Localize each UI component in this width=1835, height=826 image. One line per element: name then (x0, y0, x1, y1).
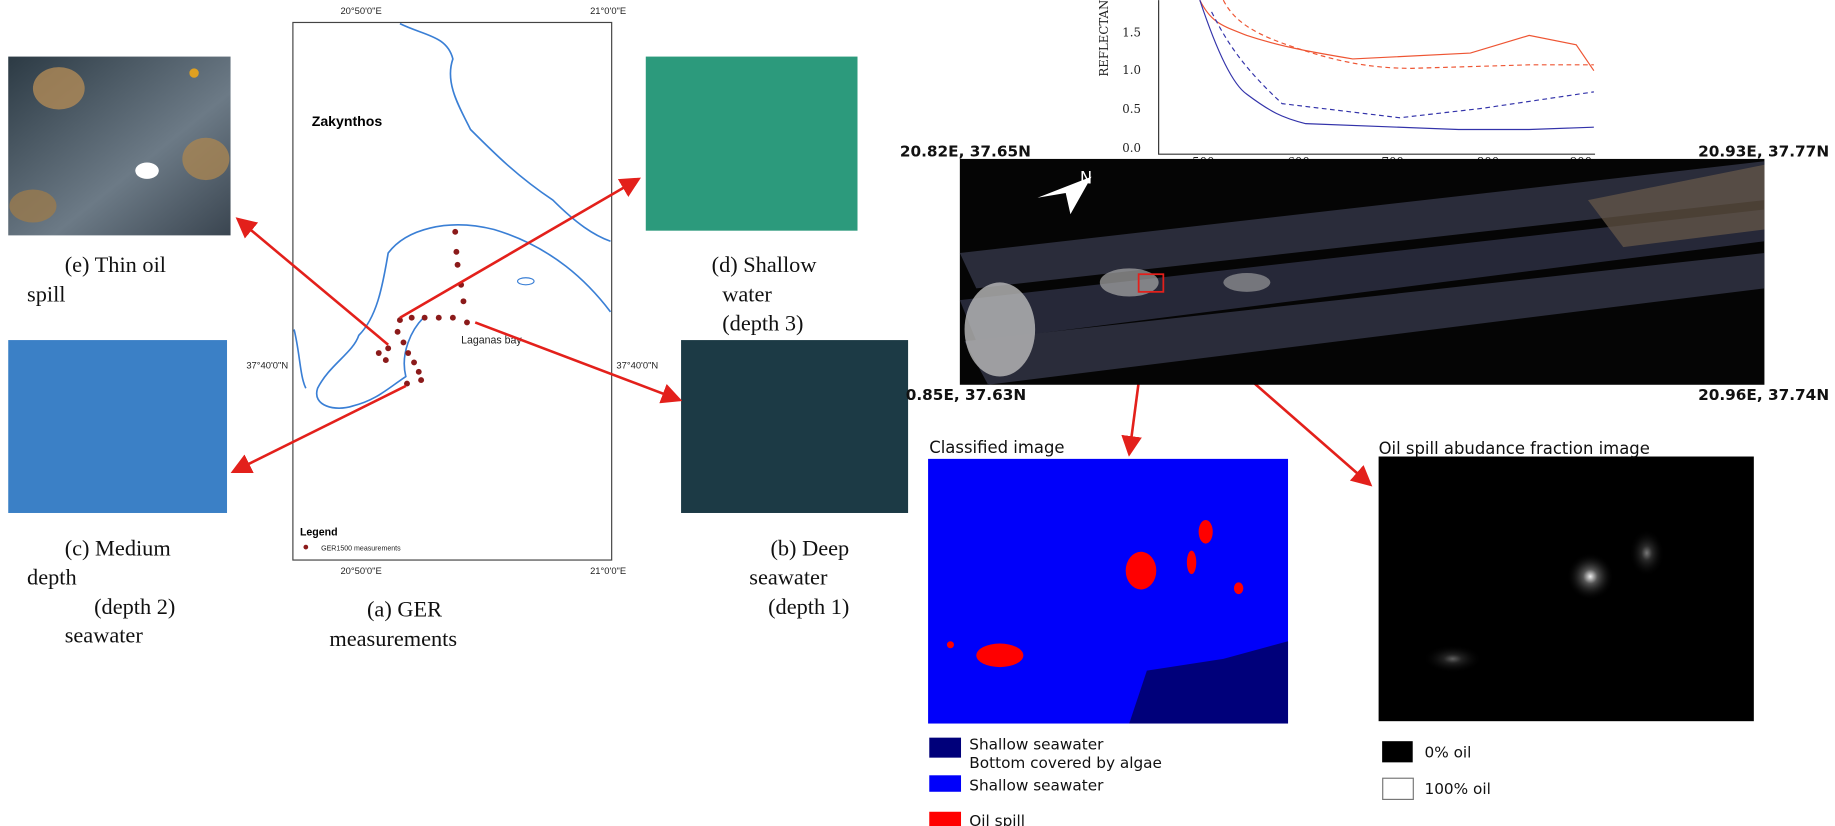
fraction: Oil spill abudance fraction image 0% oil… (1379, 439, 1754, 799)
caption-line: (c) Medium (65, 535, 172, 560)
photo-e (8, 57, 230, 236)
caption-line: measurements (329, 626, 457, 651)
caption-line: (depth 1) (768, 594, 849, 619)
lon-label: 21°0'0"E (590, 5, 626, 16)
panel-title: Oil spill abudance fraction image (1379, 439, 1650, 458)
caption-line: (depth 3) (722, 311, 803, 336)
caption-line: (e) Thin oil (65, 252, 166, 277)
y-tick-label: 0.5 (1122, 102, 1141, 116)
spectrum-plot: REFLECTANCE 1.51.00.50.0500600700800900 (1094, 0, 1597, 169)
lat-label: 37°40'0"N (616, 359, 658, 370)
caption-line: seawater (65, 622, 144, 647)
caption-line: (b) Deep (770, 535, 849, 560)
caption-line: (a) GER (367, 596, 442, 621)
legend-item: Shallow seawater (969, 777, 1104, 795)
legend-item: 100% oil (1424, 780, 1490, 798)
lat-label: 37°40'0"N (246, 359, 288, 370)
caption-line: (depth 2) (94, 594, 175, 619)
panel-title: Classified image (929, 438, 1064, 457)
island-label: Zakynthos (312, 113, 383, 129)
figure: 20°50'0"E 21°0'0"E 20°50'0"E 21°0'0"E 37… (0, 0, 1835, 826)
corner-coordinate: 20.96E, 37.74N (1698, 386, 1829, 404)
photo-b (681, 340, 908, 513)
legend-item: Shallow seawater (969, 735, 1104, 753)
y-tick-label: 1.5 (1122, 26, 1141, 40)
y-axis-label: REFLECTANCE (1097, 0, 1111, 77)
north-label: N (1080, 169, 1092, 188)
legend-item: 0% oil (1424, 744, 1471, 762)
photo-d (646, 57, 858, 231)
caption-line: water (722, 281, 772, 306)
caption-line: spill (27, 281, 65, 306)
lon-label: 21°0'0"E (590, 565, 626, 576)
legend-item: GER1500 measurements (321, 546, 401, 553)
lon-label: 20°50'0"E (340, 565, 381, 576)
legend-item: Bottom covered by algae (969, 754, 1162, 772)
scene: N 20.82E, 37.65N 20.93E, 37.77N 0.85E, 37.… (900, 143, 1829, 404)
corner-coordinate: 0.85E, 37.63N (906, 386, 1026, 404)
corner-coordinate: 20.93E, 37.77N (1698, 143, 1829, 161)
legend-title: Legend (300, 526, 338, 538)
classified: Classified image Shallow seawater Bottom… (928, 438, 1288, 826)
caption-line: depth (27, 565, 77, 590)
map: 20°50'0"E 21°0'0"E 20°50'0"E 21°0'0"E 37… (246, 5, 658, 576)
photo-c (8, 340, 227, 513)
legend-item: Oil spill (969, 812, 1025, 826)
lon-label: 20°50'0"E (340, 5, 381, 16)
y-tick-label: 0.0 (1122, 141, 1141, 155)
y-tick-label: 1.0 (1122, 63, 1141, 77)
caption-line: seawater (749, 565, 828, 590)
caption-line: (d) Shallow (712, 252, 818, 277)
corner-coordinate: 20.82E, 37.65N (900, 143, 1031, 161)
